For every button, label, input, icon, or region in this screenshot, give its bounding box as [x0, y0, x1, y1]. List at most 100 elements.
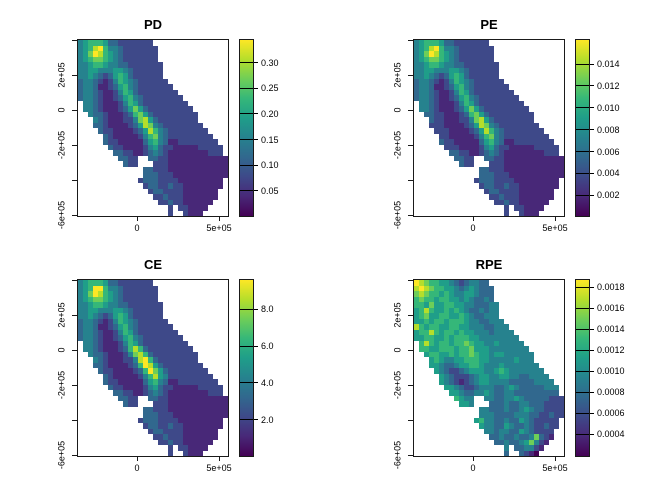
colorbar-tick-line — [576, 433, 589, 435]
x-axis-label: 5e+05 — [206, 223, 232, 233]
colorbar-tick-line — [576, 349, 589, 351]
colorbar-tick-label: 0.0004 — [597, 429, 625, 439]
y-axis-tick — [72, 349, 77, 351]
y-axis-tick — [72, 419, 77, 421]
panel-ce: CE 2e+05 0 -2e+05 -6e+05 0 5e+05 2.0 4.0 6.0 8.0 — [0, 240, 336, 480]
raster-heatmap — [414, 280, 564, 456]
colorbar-tick — [254, 62, 258, 64]
y-axis-tick — [72, 74, 77, 76]
colorbar-tick-line — [240, 139, 253, 141]
colorbar-tick — [254, 419, 258, 421]
y-axis-label-text: -2e+05 — [392, 370, 403, 400]
y-axis-label-text: -2e+05 — [56, 130, 67, 160]
colorbar-tick-line — [576, 63, 589, 65]
colorbar-tick — [590, 391, 594, 393]
panel-title: PD — [143, 17, 163, 32]
x-axis-label: 0 — [470, 463, 476, 473]
panel-title: PE — [480, 17, 498, 32]
raster-heatmap — [78, 280, 228, 456]
colorbar-tick-label: 0.014 — [597, 59, 620, 70]
colorbar-tick-line — [240, 308, 253, 310]
colorbar-tick-label: 0.012 — [597, 80, 620, 91]
y-axis-label-text: -6e+05 — [56, 440, 67, 470]
panel-pe: PE 2e+05 0 -2e+05 -6e+05 0 5e+05 0.002 0.004 0.… — [336, 0, 672, 240]
colorbar — [575, 39, 590, 217]
colorbar-tick — [254, 308, 258, 310]
colorbar-tick-label: 0.10 — [261, 160, 279, 171]
colorbar-tick-label: 0.0006 — [597, 408, 625, 419]
x-axis-tick — [218, 216, 220, 221]
colorbar-tick — [590, 151, 594, 152]
y-axis-label-text: -2e+05 — [56, 370, 67, 400]
x-axis-label: 5e+05 — [206, 463, 232, 473]
panel-rpe: RPE 2e+05 0 -2e+05 -6e+05 0 5e+05 0.0004 0.000… — [336, 240, 672, 480]
plot-frame — [413, 39, 565, 217]
colorbar-tick — [590, 194, 594, 196]
colorbar-tick — [590, 370, 594, 372]
colorbar-tick — [590, 433, 594, 435]
colorbar-tick-line — [240, 345, 253, 347]
colorbar-tick-label: 2.0 — [261, 414, 274, 425]
y-axis-label-text: -6e+05 — [392, 440, 403, 470]
x-axis-tick — [554, 216, 556, 221]
colorbar-tick-label: 0.002 — [597, 190, 620, 201]
y-axis-tick — [72, 314, 77, 316]
colorbar-tick-line — [576, 412, 589, 414]
colorbar-tick — [590, 85, 594, 87]
colorbar-tick-label: 0.0008 — [597, 387, 625, 398]
x-axis-label: 0 — [134, 223, 140, 233]
colorbar-tick-label: 0.25 — [261, 83, 279, 94]
colorbar-tick-label: 0.008 — [597, 124, 620, 135]
colorbar-gradient — [240, 40, 253, 216]
x-axis-tick — [218, 456, 220, 461]
panel-title: CE — [143, 257, 163, 272]
colorbar-tick-line — [240, 382, 253, 384]
colorbar-tick-label: 8.0 — [261, 304, 274, 315]
y-axis-tick — [408, 144, 413, 146]
plot-frame — [77, 39, 229, 217]
colorbar-tick-label: 0.0010 — [597, 366, 625, 377]
colorbar-tick-label: 6.0 — [261, 341, 274, 352]
colorbar-tick-label: 0.0012 — [597, 345, 625, 356]
y-axis-tick — [408, 279, 413, 281]
colorbar-tick — [254, 113, 258, 115]
y-axis-tick — [72, 109, 77, 111]
colorbar-gradient — [576, 280, 589, 456]
y-axis-label-text: -6e+05 — [56, 200, 67, 230]
x-axis-tick — [554, 456, 556, 461]
colorbar-tick-line — [576, 107, 589, 109]
colorbar-tick-label: 0.0018 — [597, 282, 625, 293]
y-axis-tick — [72, 279, 77, 281]
panel-title: RPE — [475, 257, 503, 272]
x-axis-label: 0 — [134, 463, 140, 473]
colorbar-tick-line — [576, 151, 589, 152]
colorbar-tick-line — [576, 85, 589, 87]
y-axis-label-text: 0 — [56, 107, 67, 113]
colorbar — [239, 279, 254, 457]
colorbar-tick-line — [240, 419, 253, 421]
colorbar-gradient — [576, 40, 589, 216]
y-axis-tick — [408, 39, 413, 41]
colorbar-tick-label: 0.004 — [597, 168, 620, 179]
raster-heatmap — [414, 40, 564, 216]
y-axis-tick — [408, 179, 413, 181]
colorbar-tick-line — [240, 190, 253, 192]
x-axis-label: 5e+05 — [542, 223, 568, 233]
colorbar-tick-label: 0.05 — [261, 185, 279, 196]
colorbar-tick-label: 0.0014 — [597, 324, 625, 335]
colorbar-tick-line — [576, 370, 589, 372]
colorbar-tick — [590, 349, 594, 351]
y-axis-tick — [72, 179, 77, 181]
colorbar-tick-label: 0.0016 — [597, 303, 625, 314]
colorbar-tick-line — [576, 328, 589, 330]
y-axis-tick — [72, 39, 77, 41]
colorbar-tick-line — [576, 286, 589, 288]
y-axis-tick — [408, 349, 413, 351]
y-axis-label-text: 0 — [392, 107, 403, 113]
colorbar-tick — [590, 129, 594, 131]
y-axis-tick — [408, 419, 413, 421]
y-axis-label-text: -2e+05 — [392, 130, 403, 160]
colorbar-tick-line — [240, 113, 253, 115]
y-axis-tick — [72, 384, 77, 386]
